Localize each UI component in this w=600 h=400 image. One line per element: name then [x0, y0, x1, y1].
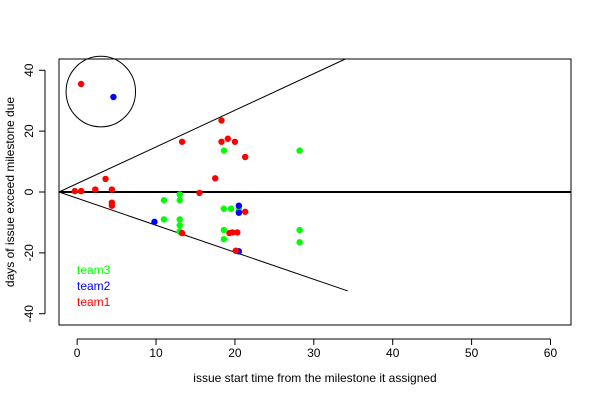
- point-team3: [176, 191, 183, 198]
- x-tick-label: 20: [228, 346, 242, 360]
- x-axis: 0 10 20 30 40 50 60: [74, 338, 558, 360]
- point-team1: [232, 247, 239, 254]
- point-team3: [176, 222, 183, 229]
- point-team1: [224, 135, 232, 142]
- point-team1: [212, 175, 219, 182]
- point-team1: [241, 153, 249, 161]
- point-team1: [102, 175, 109, 183]
- point-team2: [235, 202, 243, 209]
- point-team3: [220, 235, 228, 243]
- point-team1: [108, 202, 116, 209]
- boundary-line: [58, 191, 348, 292]
- point-team1: [229, 229, 236, 236]
- x-tick-label: 50: [465, 346, 479, 360]
- point-team1: [108, 186, 116, 193]
- point-team3: [160, 216, 168, 223]
- point-team2: [235, 209, 243, 216]
- point-team3: [176, 197, 183, 204]
- highlight-circle: [65, 55, 137, 128]
- point-team3: [296, 226, 303, 234]
- point-team1: [234, 229, 241, 236]
- point-team3: [160, 197, 168, 204]
- x-axis-title: issue start time from the milestone it a…: [193, 371, 436, 385]
- y-tick-label: 40: [22, 63, 36, 77]
- y-axis-title: days of issue exceed milestone due: [3, 97, 17, 287]
- point-team3: [296, 147, 303, 154]
- x-tick-label: 60: [544, 346, 558, 360]
- y-axis: -40 -20 0 20 40: [22, 63, 46, 323]
- point-team2: [110, 93, 117, 101]
- point-team1: [77, 187, 85, 195]
- data-points: [71, 80, 303, 255]
- legend-entry-team3: team3: [77, 263, 111, 277]
- x-tick-label: 30: [307, 346, 321, 360]
- point-team1: [231, 138, 239, 145]
- point-team3: [176, 216, 183, 223]
- y-tick-label: -40: [22, 305, 36, 323]
- y-tick-label: 0: [22, 188, 36, 195]
- point-team3: [220, 226, 228, 234]
- point-team1: [71, 187, 78, 195]
- legend-entry-team2: team2: [77, 279, 111, 293]
- x-tick-label: 40: [386, 346, 400, 360]
- point-team2: [151, 218, 158, 226]
- legend-entry-team1: team1: [77, 295, 111, 309]
- point-team3: [220, 147, 228, 154]
- point-team1: [178, 138, 186, 145]
- point-team3: [227, 205, 235, 212]
- y-tick-label: -20: [22, 244, 36, 262]
- point-team1: [218, 138, 225, 145]
- point-team1: [178, 229, 186, 237]
- point-team3: [296, 239, 303, 246]
- point-team3: [220, 205, 228, 212]
- point-team1: [77, 80, 85, 88]
- reference-lines: [58, 55, 571, 292]
- point-team1: [241, 208, 249, 215]
- boundary-line: [58, 58, 346, 193]
- point-team1: [218, 117, 225, 124]
- legend: team3 team2 team1: [77, 263, 111, 309]
- x-tick-label: 10: [149, 346, 163, 360]
- x-tick-label: 0: [74, 346, 81, 360]
- point-team1: [92, 186, 99, 193]
- point-team1: [196, 189, 203, 197]
- y-tick-label: 20: [22, 124, 36, 138]
